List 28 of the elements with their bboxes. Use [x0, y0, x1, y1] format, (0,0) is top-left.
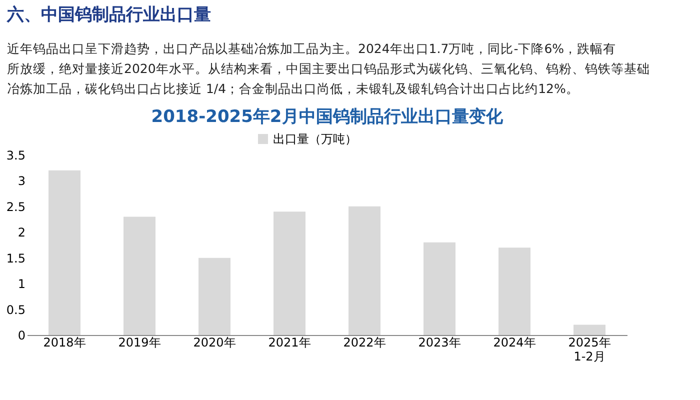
x-tick-label: 2018年: [43, 336, 86, 350]
x-tick-label: 2025年 1-2月: [568, 336, 611, 364]
text: 近年钨品出口呈下滑趋势，出口产品以基础冶炼加工品为主。2024年出口1.7万吨，同比-下降6%，跌幅有所放缓，绝对量接近2020年水平。从结构来看，中国主要出口钨品形式为碳化钨、三氧化钨、钨粉、钨铁等基础冶炼加工品，碳化钨出口占比接近 1/4；合金制品出口尚低，未锻轧及锻轧钨合计出口占比约12%。: [7, 41, 650, 96]
bar: [198, 258, 230, 335]
y-tick-label: 1: [18, 277, 26, 292]
x-tick-label: 2024年: [493, 336, 536, 350]
bar: [424, 242, 456, 335]
y-tick-label: 3.5: [6, 148, 26, 162]
x-tick-label: 2023年: [418, 336, 461, 350]
text: 六、中国钨制品行业出口量: [6, 5, 211, 25]
bar: [124, 216, 156, 335]
bar: [48, 170, 80, 335]
y-tick-label: 2: [18, 226, 26, 240]
chart-title: 2018-2025年2月中国钨制品行业出口量变化: [151, 107, 504, 127]
y-tick-label: 1.5: [6, 251, 26, 266]
x-tick-label: 2019年: [118, 336, 161, 350]
y-tick-label: 2.5: [6, 200, 26, 214]
x-tick-label: 2020年: [193, 336, 236, 350]
bar: [574, 324, 606, 335]
bar: [274, 212, 306, 335]
x-tick-label: 2021年: [268, 336, 311, 350]
legend-label: 出口量（万吨）: [273, 132, 357, 146]
bar: [348, 206, 380, 335]
x-tick-label: 2022年: [343, 336, 386, 350]
bar: [498, 248, 530, 335]
y-tick-label: 0: [18, 328, 26, 342]
y-tick-label: 3: [18, 174, 26, 188]
y-tick-label: 0.5: [6, 302, 26, 317]
